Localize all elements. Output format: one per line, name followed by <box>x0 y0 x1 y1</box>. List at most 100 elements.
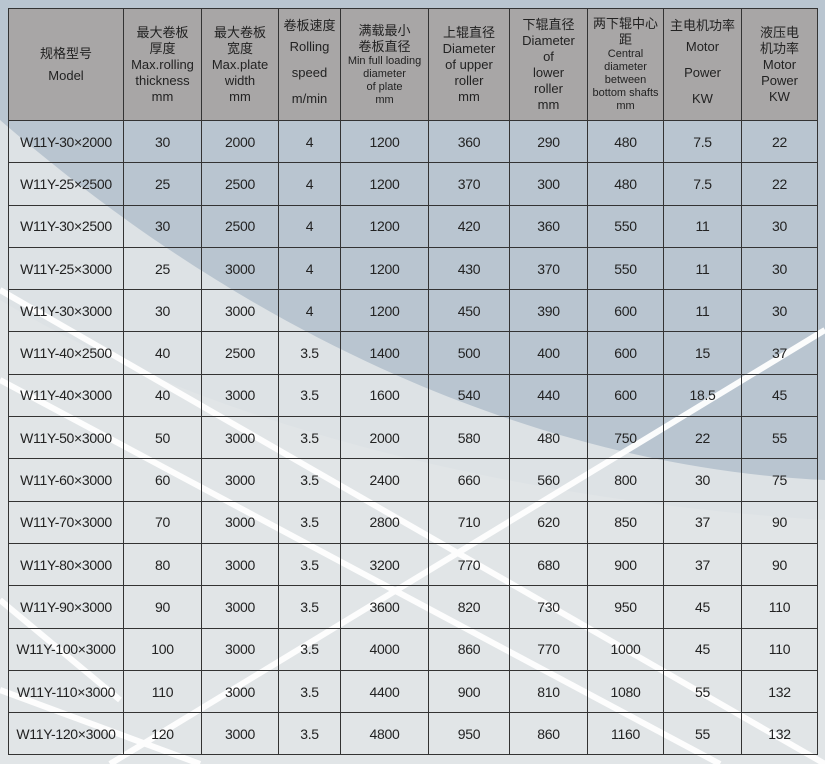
cell-max-thickness: 30 <box>123 289 202 333</box>
table-row: W11Y-30×2500 30 2500 4 1200 420 360 550 11 30 <box>8 204 818 248</box>
cell-lower-roller: 390 <box>509 289 588 333</box>
cell-model: W11Y-30×2000 <box>8 119 124 164</box>
cell-upper-roller: 860 <box>428 627 510 671</box>
cell-upper-roller: 420 <box>428 204 510 248</box>
cell-rolling-speed: 4 <box>278 246 341 291</box>
cell-central-distance: 900 <box>587 542 664 587</box>
cell-lower-roller: 300 <box>509 162 588 206</box>
header-line: KW <box>692 90 713 106</box>
cell-lower-roller: 400 <box>509 331 588 375</box>
cell-upper-roller: 430 <box>428 246 510 291</box>
header-line: 规格型号 <box>39 45 92 61</box>
cell-min-diameter: 1200 <box>340 289 429 333</box>
cell-hydraulic-power: 110 <box>741 585 818 629</box>
cell-motor-power: 15 <box>663 331 742 375</box>
cell-max-width: 3000 <box>201 542 279 587</box>
cell-max-width: 3000 <box>201 416 279 460</box>
cell-central-distance: 550 <box>587 246 664 291</box>
cell-model: W11Y-90×3000 <box>8 585 124 629</box>
cell-rolling-speed: 4 <box>278 119 341 164</box>
cell-lower-roller: 770 <box>509 627 588 671</box>
cell-motor-power: 11 <box>663 204 742 248</box>
header-line: m/min <box>291 90 328 106</box>
cell-rolling-speed: 3.5 <box>278 373 341 418</box>
cell-motor-power: 22 <box>663 416 742 460</box>
header-line: diameter <box>363 67 406 80</box>
cell-hydraulic-power: 37 <box>741 331 818 375</box>
header-line: roller <box>454 72 484 88</box>
cell-upper-roller: 540 <box>428 373 510 418</box>
cell-max-thickness: 60 <box>123 458 202 502</box>
header-line: 两下辊中心距 <box>592 16 658 47</box>
cell-hydraulic-power: 22 <box>741 162 818 206</box>
header-line: width <box>224 72 256 88</box>
header-line: Power <box>684 64 721 80</box>
cell-upper-roller: 360 <box>428 119 510 164</box>
table-row: W11Y-90×3000 90 3000 3.5 3600 820 730 950 45 110 <box>8 585 818 629</box>
cell-central-distance: 1000 <box>587 627 664 671</box>
cell-model: W11Y-40×2500 <box>8 331 124 375</box>
header-line: of <box>543 48 554 64</box>
cell-rolling-speed: 3.5 <box>278 585 341 629</box>
cell-upper-roller: 500 <box>428 331 510 375</box>
cell-upper-roller: 820 <box>428 585 510 629</box>
cell-model: W11Y-25×2500 <box>8 162 124 206</box>
header-line: Max.rolling <box>131 56 194 72</box>
header-max-thickness: 最大卷板 厚度 Max.rolling thickness mm <box>123 8 202 121</box>
cell-hydraulic-power: 110 <box>741 627 818 671</box>
table-row: W11Y-25×3000 25 3000 4 1200 430 370 550 11 30 <box>8 246 818 291</box>
cell-lower-roller: 360 <box>509 204 588 248</box>
cell-hydraulic-power: 45 <box>741 373 818 418</box>
table-row: W11Y-70×3000 70 3000 3.5 2800 710 620 850 37 90 <box>8 500 818 544</box>
cell-max-thickness: 80 <box>123 542 202 587</box>
cell-lower-roller: 810 <box>509 669 588 714</box>
header-line: mm <box>616 100 635 112</box>
cell-min-diameter: 1200 <box>340 204 429 248</box>
cell-max-thickness: 50 <box>123 416 202 460</box>
header-line: Motor <box>762 56 797 72</box>
header-line: diameter <box>604 61 647 73</box>
header-lower-roller: 下辊直径 Diameter of lower roller mm <box>509 8 588 121</box>
header-line: 最大卷板 <box>213 24 266 40</box>
cell-lower-roller: 860 <box>509 712 588 756</box>
header-min-diameter: 满载最小 卷板直径 Min full loading diameter of plate… <box>340 8 429 121</box>
cell-max-thickness: 40 <box>123 331 202 375</box>
header-line: 厚度 <box>149 40 176 56</box>
header-line: mm <box>229 88 251 104</box>
header-line: mm <box>458 88 480 104</box>
cell-rolling-speed: 3.5 <box>278 627 341 671</box>
cell-model: W11Y-70×3000 <box>8 500 124 544</box>
cell-max-width: 3000 <box>201 585 279 629</box>
cell-central-distance: 550 <box>587 204 664 248</box>
cell-motor-power: 7.5 <box>663 162 742 206</box>
cell-hydraulic-power: 75 <box>741 458 818 502</box>
table-row: W11Y-110×3000 110 3000 3.5 4400 900 810 1080 55 1… <box>8 669 818 714</box>
table-row: W11Y-30×3000 30 3000 4 1200 450 390 600 11 30 <box>8 289 818 333</box>
header-line: of upper <box>445 56 493 72</box>
header-row: 规格型号 Model 最大卷板 厚度 Max.rolling thickness mm 最大卷… <box>8 8 818 121</box>
header-line: Diameter <box>442 40 496 56</box>
cell-motor-power: 7.5 <box>663 119 742 164</box>
cell-lower-roller: 730 <box>509 585 588 629</box>
header-line: 宽度 <box>226 40 253 56</box>
cell-model: W11Y-100×3000 <box>8 627 124 671</box>
header-rolling-speed: 卷板速度 Rolling speed m/min <box>278 8 341 121</box>
header-line: 最大卷板 <box>136 24 189 40</box>
header-line: thickness <box>135 72 190 88</box>
cell-max-width: 2000 <box>201 119 279 164</box>
header-line: 满载最小 <box>358 22 411 38</box>
cell-model: W11Y-110×3000 <box>8 669 124 714</box>
cell-upper-roller: 370 <box>428 162 510 206</box>
cell-max-width: 3000 <box>201 712 279 756</box>
cell-max-thickness: 120 <box>123 712 202 756</box>
cell-max-width: 2500 <box>201 204 279 248</box>
cell-upper-roller: 900 <box>428 669 510 714</box>
cell-max-width: 3000 <box>201 458 279 502</box>
cell-upper-roller: 580 <box>428 416 510 460</box>
cell-min-diameter: 3200 <box>340 542 429 587</box>
header-line: 卷板直径 <box>358 38 411 54</box>
cell-max-thickness: 70 <box>123 500 202 544</box>
cell-central-distance: 480 <box>587 162 664 206</box>
cell-motor-power: 37 <box>663 500 742 544</box>
cell-min-diameter: 1600 <box>340 373 429 418</box>
